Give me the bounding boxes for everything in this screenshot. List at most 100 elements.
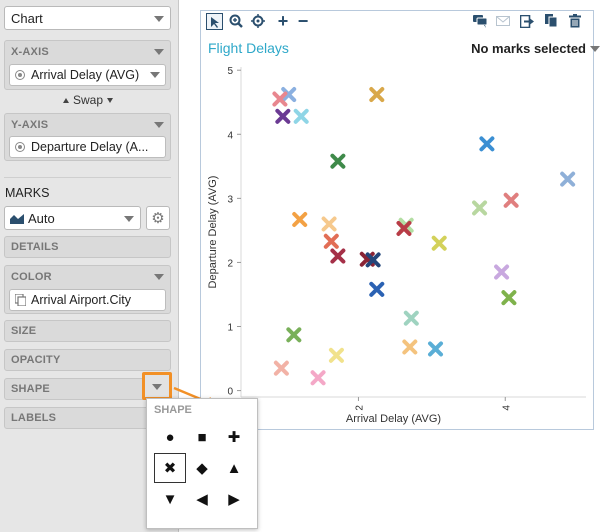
color-field-pill[interactable]: Arrival Airport.City bbox=[9, 289, 166, 311]
comment-icon bbox=[472, 14, 487, 28]
labels-shelf[interactable]: LABELS bbox=[4, 407, 171, 429]
data-point[interactable] bbox=[272, 91, 288, 107]
x-tick-label: 2 bbox=[354, 405, 365, 411]
chevron-down-icon bbox=[152, 384, 162, 390]
data-point[interactable] bbox=[431, 235, 447, 251]
data-point[interactable] bbox=[275, 108, 291, 124]
shape-option-cross[interactable]: ✚ bbox=[227, 429, 241, 446]
y-tick-label: 4 bbox=[227, 130, 233, 141]
data-point[interactable] bbox=[560, 171, 576, 187]
shape-option-x[interactable]: ✖ bbox=[154, 453, 186, 483]
y-tick-label: 0 bbox=[227, 387, 233, 398]
swap-label: Swap bbox=[72, 93, 104, 107]
shape-label: SHAPE bbox=[11, 383, 50, 395]
data-point[interactable] bbox=[293, 108, 309, 124]
chart-title: Flight Delays bbox=[208, 40, 289, 56]
chart-type-value: Chart bbox=[11, 11, 43, 26]
shape-option-triangle-right[interactable]: ▶ bbox=[228, 491, 240, 508]
y-axis-field-pill[interactable]: Departure Delay (A... bbox=[9, 136, 166, 158]
data-point[interactable] bbox=[365, 252, 381, 268]
y-axis-title: Departure Delay (AVG) bbox=[207, 176, 219, 289]
shape-popup bbox=[146, 398, 258, 529]
data-point[interactable] bbox=[286, 327, 302, 343]
data-point[interactable] bbox=[310, 370, 326, 386]
copy-button[interactable] bbox=[543, 13, 559, 29]
trash-icon bbox=[569, 14, 581, 28]
data-point[interactable] bbox=[273, 360, 289, 376]
size-shelf[interactable]: SIZE bbox=[4, 320, 171, 342]
select-tool-button[interactable] bbox=[206, 13, 223, 30]
email-button[interactable] bbox=[495, 13, 511, 29]
shape-shelf[interactable]: SHAPE bbox=[4, 378, 171, 400]
shape-option-square[interactable]: ■ bbox=[197, 428, 207, 446]
opacity-shelf[interactable]: OPACITY bbox=[4, 349, 171, 371]
scatter-plot[interactable]: 0 1 2 3 4 5 2 4 Arrival Delay (AVG) Departure Del… bbox=[201, 59, 593, 429]
shape-option-diamond[interactable]: ◆ bbox=[196, 460, 208, 477]
pointer-icon bbox=[210, 16, 219, 28]
data-point[interactable] bbox=[281, 87, 297, 103]
marks-settings-button[interactable]: ⚙ bbox=[146, 206, 170, 230]
details-shelf[interactable]: DETAILS bbox=[4, 236, 171, 258]
x-axis-field-pill[interactable]: Arrival Delay (AVG) bbox=[9, 64, 166, 86]
export-button[interactable] bbox=[519, 13, 535, 29]
shape-option-triangle-down[interactable]: ▼ bbox=[162, 490, 178, 508]
data-point[interactable] bbox=[369, 281, 385, 297]
y-axis-shelf: Y-AXIS Departure Delay (A... bbox=[4, 113, 171, 161]
dimension-icon bbox=[15, 294, 26, 306]
x-axis-field: Arrival Delay (AVG) bbox=[31, 68, 140, 82]
delete-button[interactable] bbox=[567, 13, 583, 29]
data-point[interactable] bbox=[321, 216, 337, 232]
data-point[interactable] bbox=[403, 310, 419, 326]
chevron-down-icon bbox=[124, 216, 134, 222]
size-label: SIZE bbox=[11, 325, 37, 337]
measure-icon bbox=[15, 142, 25, 152]
chevron-down-icon bbox=[590, 46, 600, 52]
data-point[interactable] bbox=[292, 212, 308, 228]
data-point[interactable] bbox=[501, 290, 517, 306]
zoom-icon bbox=[229, 14, 243, 28]
details-label: DETAILS bbox=[11, 241, 59, 253]
minus-button[interactable]: − bbox=[295, 10, 311, 31]
y-axis-dropdown-icon[interactable] bbox=[154, 122, 164, 128]
shape-dropdown-button[interactable] bbox=[142, 372, 172, 400]
y-tick-label: 5 bbox=[227, 66, 233, 77]
comment-button[interactable] bbox=[472, 13, 488, 29]
y-axis-label: Y-AXIS bbox=[11, 119, 49, 131]
y-axis-field: Departure Delay (A... bbox=[31, 140, 149, 154]
shape-option-circle[interactable]: ● bbox=[165, 428, 175, 446]
swap-button[interactable]: Swap bbox=[56, 93, 120, 107]
shape-option-triangle-left[interactable]: ◀ bbox=[196, 491, 208, 508]
data-point[interactable] bbox=[328, 347, 344, 363]
zoom-button[interactable] bbox=[228, 13, 244, 29]
chart-type-select[interactable]: Chart bbox=[4, 6, 171, 30]
marks-type-value: Auto bbox=[28, 211, 55, 226]
shape-option-triangle-up[interactable]: ▲ bbox=[226, 459, 242, 477]
x-axis-dropdown-icon[interactable] bbox=[154, 49, 164, 55]
data-point[interactable] bbox=[494, 264, 510, 280]
chart-panel: + − Flight Delays No marks selected 0 1 2 3… bbox=[200, 10, 600, 430]
data-point[interactable] bbox=[402, 339, 418, 355]
data-point[interactable] bbox=[472, 200, 488, 216]
data-point[interactable] bbox=[330, 153, 346, 169]
data-point[interactable] bbox=[428, 341, 444, 357]
swap-up-icon bbox=[62, 97, 69, 103]
plus-button[interactable]: + bbox=[275, 10, 291, 31]
data-point[interactable] bbox=[323, 233, 339, 249]
area-chart-icon bbox=[10, 214, 24, 224]
plus-icon: + bbox=[277, 10, 289, 31]
marks-status-dropdown[interactable]: No marks selected bbox=[471, 41, 600, 56]
color-field: Arrival Airport.City bbox=[31, 293, 132, 307]
x-axis-shelf: X-AXIS Arrival Delay (AVG) bbox=[4, 40, 171, 90]
data-point[interactable] bbox=[479, 136, 495, 152]
minus-icon: − bbox=[297, 10, 309, 31]
data-point[interactable] bbox=[396, 220, 412, 236]
measure-icon bbox=[15, 70, 25, 80]
color-dropdown-icon[interactable] bbox=[154, 274, 164, 280]
x-axis-field-dropdown-icon[interactable] bbox=[150, 72, 160, 78]
data-point[interactable] bbox=[503, 192, 519, 208]
y-tick-label: 1 bbox=[227, 323, 233, 334]
data-point[interactable] bbox=[369, 87, 385, 103]
center-button[interactable] bbox=[250, 13, 266, 29]
data-point[interactable] bbox=[330, 248, 346, 264]
marks-type-select[interactable]: Auto bbox=[4, 206, 141, 230]
